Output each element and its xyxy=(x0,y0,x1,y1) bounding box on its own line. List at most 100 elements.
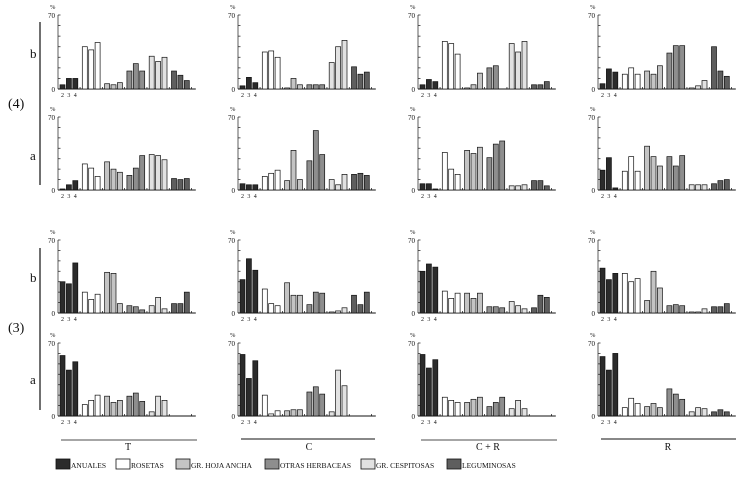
bar-anuales-3 xyxy=(66,283,72,314)
bar-gr-cespitosas-3 xyxy=(695,85,701,90)
bar-anuales-4 xyxy=(252,184,259,191)
bar-rosetas-3 xyxy=(268,50,275,90)
x-tick-label: 4 xyxy=(74,194,77,200)
bar-leguminosas-3 xyxy=(717,180,724,191)
bar-gr-cespitosas-4 xyxy=(161,308,168,314)
bar-leguminosas-4 xyxy=(363,71,370,90)
y-tick-label-zero: 0 xyxy=(232,187,236,195)
bar-rosetas-2 xyxy=(81,404,88,417)
x-tick-label: 2 xyxy=(61,420,64,426)
bar-gr-cespitosas-2 xyxy=(508,185,515,191)
y-unit-label: % xyxy=(590,332,596,339)
bar-anuales-4 xyxy=(612,187,619,191)
bar-leguminosas-3 xyxy=(177,303,184,314)
bar-leguminosas-3 xyxy=(537,294,544,314)
bar-anuales-3 xyxy=(606,157,612,191)
bar-gr-cespitosas-3 xyxy=(335,184,341,191)
bar-anuales-4 xyxy=(432,266,439,314)
bar-gr-hoja-ancha-3 xyxy=(470,298,477,314)
bar-gr-hoja-ancha-4 xyxy=(477,72,483,90)
bar-leguminosas-3 xyxy=(537,180,544,191)
bar-gr-cespitosas-2 xyxy=(508,43,515,90)
bar-gr-cespitosas-2 xyxy=(328,179,335,191)
bar-otras-herbaceas-2 xyxy=(666,305,673,314)
bar-leguminosas-3 xyxy=(177,74,184,90)
legend-swatch-gr-cespitosas xyxy=(360,458,376,470)
x-tick-label: 3 xyxy=(607,93,610,99)
legend-label-leguminosas: LEGUMINOSAS xyxy=(462,461,516,470)
y-unit-label: % xyxy=(50,106,56,113)
bar-gr-hoja-ancha-4 xyxy=(657,287,663,314)
y-tick-label-zero: 0 xyxy=(412,187,416,195)
y-unit-label: % xyxy=(410,332,416,339)
bar-otras-herbaceas-4 xyxy=(499,140,506,191)
bar-leguminosas-3 xyxy=(717,409,724,417)
bar-rosetas-2 xyxy=(441,152,448,191)
bar-rosetas-4 xyxy=(454,292,461,314)
bar-anuales-2 xyxy=(599,83,606,90)
bar-leguminosas-3 xyxy=(357,73,364,90)
bar-gr-cespitosas-4 xyxy=(701,408,708,417)
legend-swatch-anuales xyxy=(55,458,71,470)
bar-leguminosas-3 xyxy=(357,172,364,191)
group-label-3: (3) xyxy=(8,321,25,336)
legend-swatch-gr-hoja-ancha xyxy=(175,458,191,470)
bar-anuales-3 xyxy=(246,184,252,191)
y-tick-label-max: 70 xyxy=(588,12,596,20)
y-tick-label-zero: 0 xyxy=(52,187,56,195)
bar-anuales-2 xyxy=(419,183,426,191)
x-tick-label: 2 xyxy=(601,93,604,99)
bar-anuales-2 xyxy=(419,270,426,314)
bar-leguminosas-3 xyxy=(537,84,544,90)
bar-otras-herbaceas-4 xyxy=(319,84,326,90)
bar-gr-hoja-ancha-4 xyxy=(297,84,303,90)
bar-gr-hoja-ancha-2 xyxy=(284,282,290,314)
legend-label-gr-cespitosas: GR. CESPITOSAS xyxy=(376,461,434,470)
x-tick-label: 3 xyxy=(67,93,70,99)
bar-anuales-2 xyxy=(59,281,66,314)
x-tick-label: 2 xyxy=(601,194,604,200)
x-tick-label: 2 xyxy=(601,317,604,323)
bar-gr-cespitosas-2 xyxy=(328,62,335,90)
x-tick-label: 3 xyxy=(427,93,430,99)
bar-otras-herbaceas-2 xyxy=(306,391,313,417)
bar-rosetas-3 xyxy=(268,172,275,191)
y-unit-label: % xyxy=(50,332,56,339)
bar-gr-cespitosas-3 xyxy=(515,51,521,90)
bar-gr-cespitosas-4 xyxy=(341,174,348,191)
bar-rosetas-3 xyxy=(448,400,455,417)
bar-otras-herbaceas-2 xyxy=(306,160,313,191)
bar-anuales-3 xyxy=(246,77,252,90)
bar-otras-herbaceas-3 xyxy=(312,386,319,417)
bar-leguminosas-4 xyxy=(183,291,190,314)
x-tick-label: 4 xyxy=(614,194,617,200)
bar-leguminosas-2 xyxy=(351,174,357,191)
bar-anuales-2 xyxy=(239,279,246,314)
bar-gr-cespitosas-4 xyxy=(701,80,708,90)
column-label-R: R xyxy=(665,442,672,453)
bar-gr-cespitosas-2 xyxy=(688,184,695,191)
x-tick-label: 2 xyxy=(241,317,244,323)
y-tick-label-zero: 0 xyxy=(592,187,596,195)
group-label-4: (4) xyxy=(8,97,25,112)
y-tick-label-max: 70 xyxy=(408,340,416,348)
bar-rosetas-2 xyxy=(441,290,448,314)
row-label-4a: a xyxy=(30,148,36,163)
bar-rosetas-4 xyxy=(634,73,641,90)
bar-rosetas-4 xyxy=(274,56,281,90)
bar-gr-cespitosas-3 xyxy=(695,311,701,314)
bar-gr-hoja-ancha-2 xyxy=(284,87,290,90)
y-tick-label-max: 70 xyxy=(588,114,596,122)
bar-otras-herbaceas-4 xyxy=(679,398,686,417)
bar-otras-herbaceas-4 xyxy=(139,155,146,191)
bar-otras-herbaceas-3 xyxy=(492,306,499,314)
bar-gr-hoja-ancha-2 xyxy=(644,406,650,417)
bar-gr-cespitosas-3 xyxy=(515,305,521,314)
bar-gr-cespitosas-4 xyxy=(521,308,528,314)
bar-gr-cespitosas-3 xyxy=(695,184,701,191)
bar-anuales-2 xyxy=(599,169,606,191)
x-tick-label: 2 xyxy=(241,93,244,99)
x-tick-label: 2 xyxy=(61,317,64,323)
